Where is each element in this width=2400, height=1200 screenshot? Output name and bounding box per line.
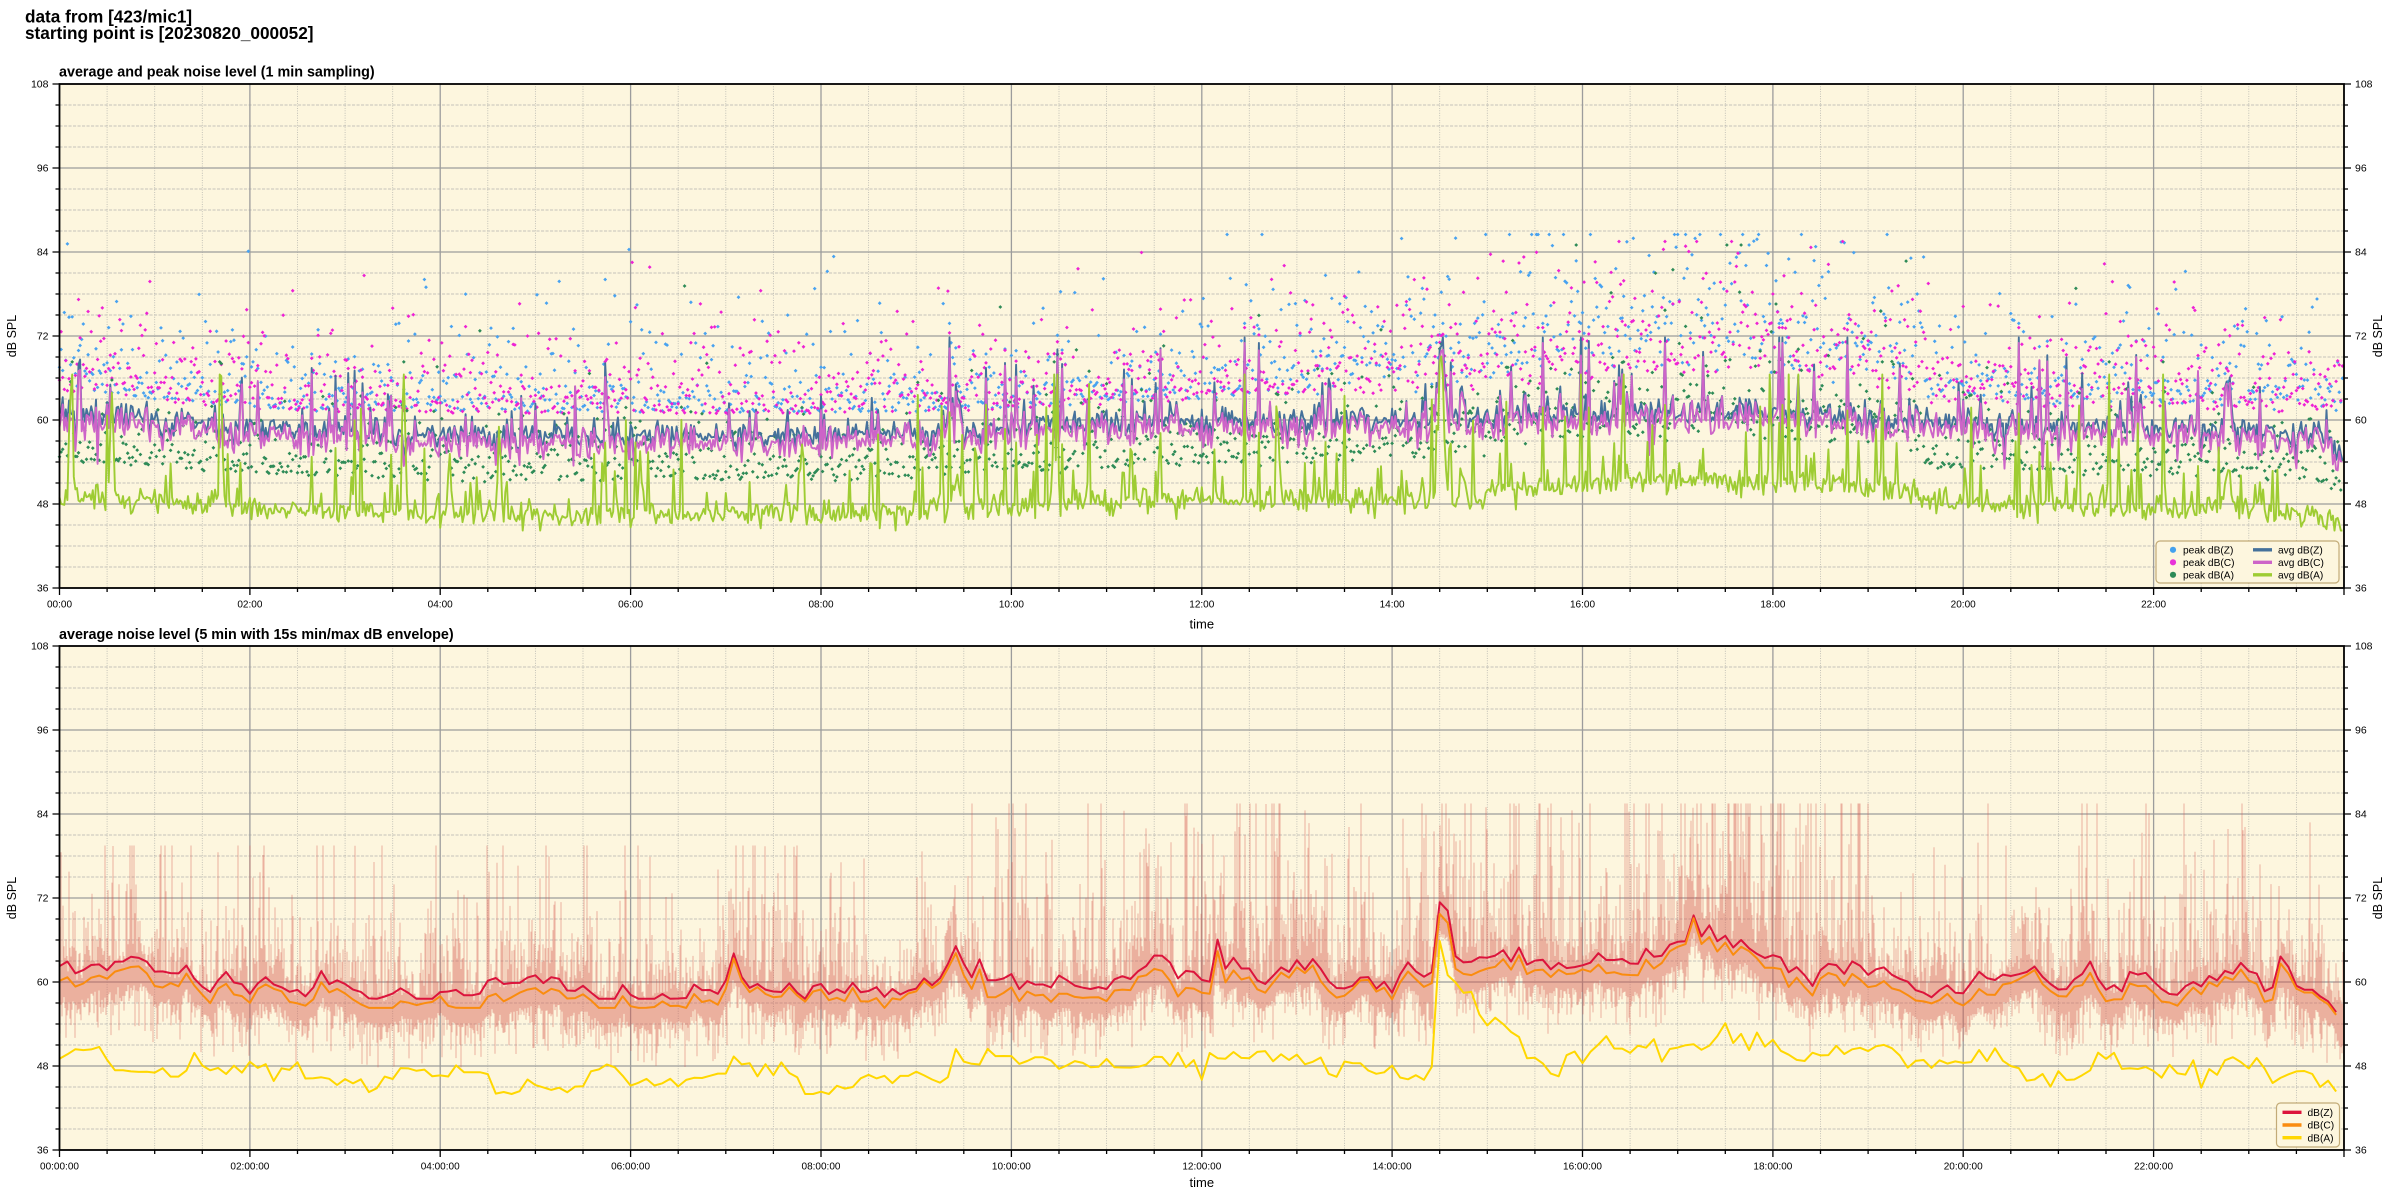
svg-text:dB(Z): dB(Z) (2308, 1108, 2333, 1119)
svg-text:14:00:00: 14:00:00 (1373, 1162, 1412, 1173)
svg-text:dB SPL: dB SPL (5, 315, 19, 357)
svg-text:72: 72 (37, 893, 49, 905)
svg-text:starting point is [20230820_00: starting point is [20230820_000052] (25, 23, 314, 43)
svg-text:48: 48 (2355, 1061, 2367, 1073)
svg-text:02:00:00: 02:00:00 (230, 1162, 269, 1173)
svg-text:84: 84 (2355, 809, 2367, 821)
svg-text:22:00:00: 22:00:00 (2134, 1162, 2173, 1173)
svg-text:16:00:00: 16:00:00 (1563, 1162, 1602, 1173)
svg-text:108: 108 (31, 641, 49, 653)
svg-text:72: 72 (2355, 331, 2367, 343)
svg-text:48: 48 (37, 499, 49, 511)
svg-text:02:00: 02:00 (237, 600, 262, 611)
svg-text:60: 60 (37, 415, 49, 427)
svg-text:22:00: 22:00 (2141, 600, 2166, 611)
svg-text:108: 108 (31, 79, 49, 91)
svg-text:96: 96 (37, 725, 49, 737)
svg-text:84: 84 (37, 809, 49, 821)
svg-text:48: 48 (2355, 499, 2367, 511)
svg-text:peak dB(A): peak dB(A) (2183, 570, 2234, 581)
svg-text:peak dB(C): peak dB(C) (2183, 558, 2235, 569)
svg-text:84: 84 (37, 247, 49, 259)
svg-text:10:00:00: 10:00:00 (992, 1162, 1031, 1173)
svg-text:48: 48 (37, 1061, 49, 1073)
svg-text:18:00:00: 18:00:00 (1753, 1162, 1792, 1173)
svg-text:06:00:00: 06:00:00 (611, 1162, 650, 1173)
svg-text:00:00:00: 00:00:00 (40, 1162, 79, 1173)
svg-text:dB SPL: dB SPL (2371, 877, 2385, 919)
svg-text:18:00: 18:00 (1760, 600, 1785, 611)
svg-text:36: 36 (37, 583, 49, 595)
svg-text:96: 96 (2355, 163, 2367, 175)
svg-text:time: time (1190, 617, 1215, 632)
svg-text:20:00: 20:00 (1951, 600, 1976, 611)
svg-text:dB SPL: dB SPL (2371, 315, 2385, 357)
svg-text:00:00: 00:00 (47, 600, 72, 611)
svg-text:average noise level (5 min wit: average noise level (5 min with 15s min/… (59, 627, 454, 643)
svg-text:06:00: 06:00 (618, 600, 643, 611)
svg-text:108: 108 (2355, 79, 2373, 91)
svg-text:60: 60 (37, 977, 49, 989)
svg-text:96: 96 (2355, 725, 2367, 737)
svg-text:avg dB(C): avg dB(C) (2278, 558, 2324, 569)
svg-text:84: 84 (2355, 247, 2367, 259)
svg-text:60: 60 (2355, 415, 2367, 427)
svg-text:04:00: 04:00 (428, 600, 453, 611)
svg-text:data from [423/mic1]: data from [423/mic1] (25, 7, 192, 27)
svg-text:avg dB(Z): avg dB(Z) (2278, 545, 2323, 556)
svg-text:96: 96 (37, 163, 49, 175)
svg-text:time: time (1190, 1175, 1215, 1190)
svg-text:12:00: 12:00 (1189, 600, 1214, 611)
svg-text:72: 72 (2355, 893, 2367, 905)
svg-text:14:00: 14:00 (1380, 600, 1405, 611)
svg-text:dB SPL: dB SPL (5, 877, 19, 919)
svg-text:72: 72 (37, 331, 49, 343)
svg-text:36: 36 (2355, 583, 2367, 595)
svg-text:average and peak noise level (: average and peak noise level (1 min samp… (59, 65, 375, 81)
svg-text:20:00:00: 20:00:00 (1944, 1162, 1983, 1173)
svg-text:dB(A): dB(A) (2308, 1133, 2334, 1144)
svg-text:16:00: 16:00 (1570, 600, 1595, 611)
svg-text:108: 108 (2355, 641, 2373, 653)
svg-text:36: 36 (2355, 1145, 2367, 1157)
svg-text:60: 60 (2355, 977, 2367, 989)
svg-text:12:00:00: 12:00:00 (1182, 1162, 1221, 1173)
svg-text:avg dB(A): avg dB(A) (2278, 570, 2323, 581)
svg-text:10:00: 10:00 (999, 600, 1024, 611)
svg-text:peak dB(Z): peak dB(Z) (2183, 545, 2233, 556)
svg-text:08:00:00: 08:00:00 (802, 1162, 841, 1173)
svg-text:08:00: 08:00 (808, 600, 833, 611)
svg-text:04:00:00: 04:00:00 (421, 1162, 460, 1173)
svg-text:dB(C): dB(C) (2308, 1121, 2335, 1132)
svg-text:36: 36 (37, 1145, 49, 1157)
